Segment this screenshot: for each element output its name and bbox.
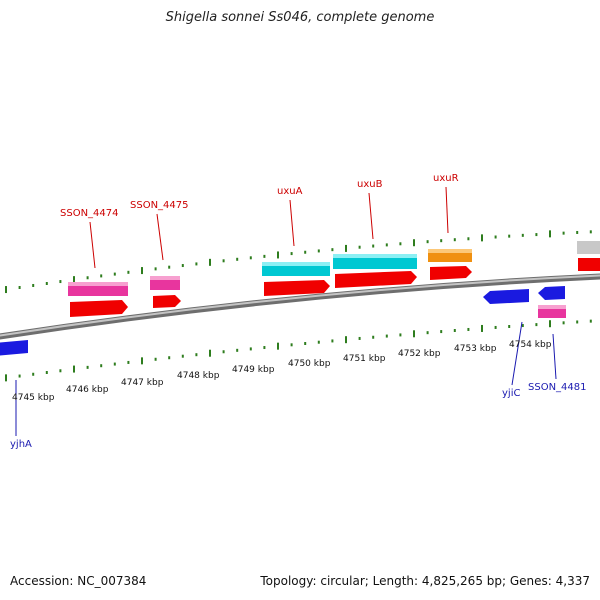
- feature-uxur-orange: [428, 249, 472, 262]
- gene-label-top: SSON_4474: [60, 208, 119, 219]
- feature-uxub-cyan: [333, 254, 417, 269]
- scale-tick-label: 4747 kbp: [121, 378, 164, 388]
- map-title: Shigella sonnei Ss046, complete genome: [165, 10, 435, 25]
- cds-arrow-uxur: [430, 266, 472, 280]
- gene-label-bottom: yjiC: [502, 388, 520, 399]
- gene-leader-line: [445, 186, 449, 234]
- feature-blue-small: [538, 286, 565, 300]
- gene-label-bottom: yjhA: [10, 439, 32, 450]
- scale-tick-label: 4750 kbp: [288, 359, 331, 369]
- genome-backbone-highlight: [0, 274, 600, 337]
- cds-arrow-ssone-4474: [70, 300, 128, 317]
- accession-label: Accession: NC_007384: [10, 574, 147, 588]
- feature-ssone-4475-magenta: [150, 276, 180, 290]
- scale-tick-label: 4748 kbp: [177, 371, 220, 381]
- scale-tick-label: 4752 kbp: [398, 349, 441, 359]
- feature-uxua-cyan: [262, 262, 330, 276]
- gene-leader-line: [89, 221, 96, 269]
- cds-arrow-ssone-4475: [153, 295, 181, 308]
- scale-tick-label: 4753 kbp: [454, 344, 497, 354]
- gene-leader-line: [156, 213, 164, 261]
- inner-tick-track: [5, 319, 592, 382]
- outer-tick-track: [5, 230, 592, 294]
- gene-label-top: uxuB: [357, 179, 383, 190]
- scale-tick-label: 4751 kbp: [343, 354, 386, 364]
- feature-ssone-4481-magenta: [538, 305, 566, 318]
- scale-tick-label: 4754 kbp: [509, 340, 552, 350]
- scale-tick-label: 4749 kbp: [232, 365, 275, 375]
- cds-arrow-uxub: [335, 271, 417, 288]
- gene-leader-line: [511, 321, 523, 386]
- gene-leader-line: [289, 199, 295, 247]
- genome-stats-label: Topology: circular; Length: 4,825,265 bp…: [260, 574, 590, 588]
- gene-leader-line: [368, 192, 374, 240]
- gene-label-top: uxuR: [433, 173, 459, 184]
- gene-label-leaders: [15, 186, 557, 436]
- cds-edge-red: [578, 258, 600, 271]
- gene-label-top: uxuA: [277, 186, 303, 197]
- feature-yjic-blue: [483, 289, 529, 304]
- feature-gray-edge: [577, 241, 600, 254]
- gene-leader-line: [552, 333, 557, 380]
- feature-blue-left-edge: [0, 340, 28, 356]
- genome-backbone: [0, 273, 600, 340]
- scale-tick-label: 4745 kbp: [12, 393, 55, 403]
- gene-labels: SSON_4474 SSON_4475 uxuA uxuB uxuR yjhA yjiC SS…: [10, 173, 587, 450]
- gene-label-bottom: SSON_4481: [528, 382, 587, 393]
- cds-arrow-uxua: [264, 280, 330, 296]
- scale-labels: 4745 kbp 4746 kbp 4747 kbp 4748 kbp 4749 kbp…: [12, 340, 552, 403]
- feature-ssone-4474-magenta: [68, 282, 128, 296]
- scale-tick-label: 4746 kbp: [66, 385, 109, 395]
- gene-label-top: SSON_4475: [130, 200, 189, 211]
